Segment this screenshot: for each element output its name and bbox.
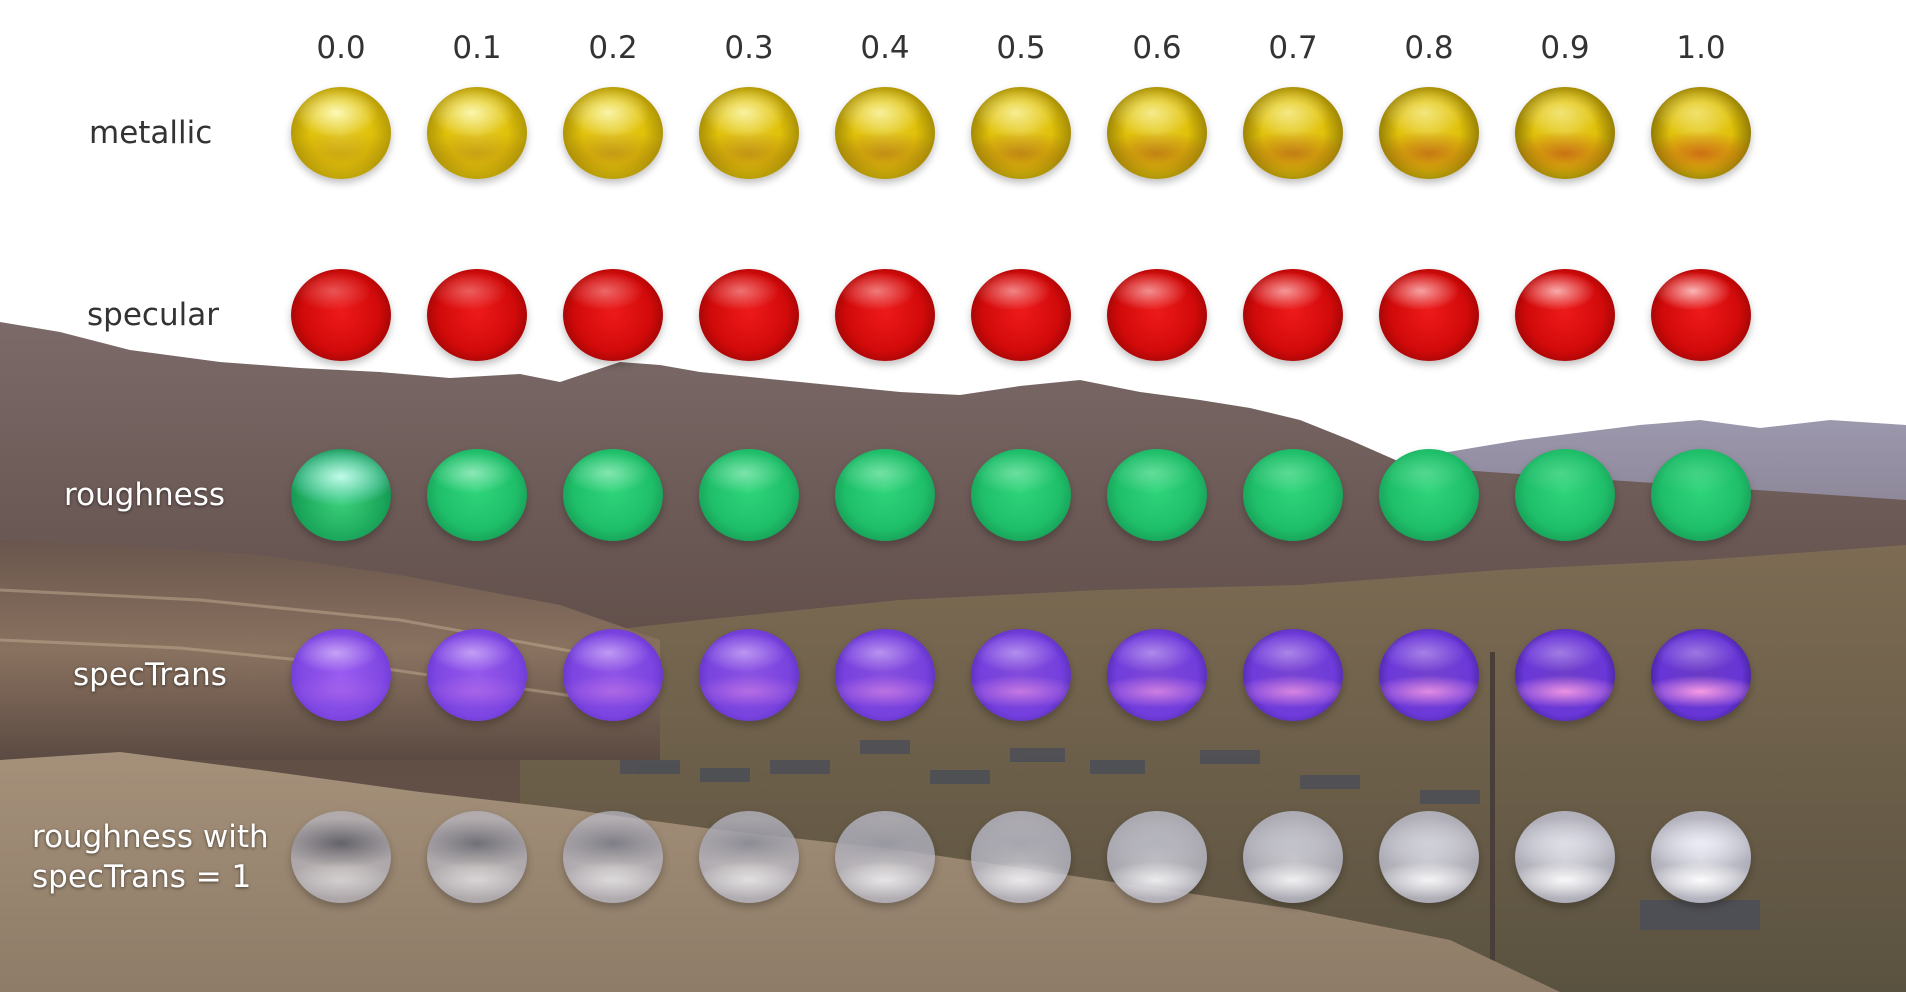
- sphere-roughness-spectrans-0-9: [1515, 811, 1615, 903]
- sphere-specTrans-0-5: [971, 629, 1071, 721]
- sphere-metallic-0-0: [291, 87, 391, 179]
- sphere-specular-0-0: [291, 269, 391, 361]
- column-header-1-0: 1.0: [1676, 30, 1726, 66]
- sphere-specTrans-0-0: [291, 629, 391, 721]
- sphere-specTrans-0-8: [1379, 629, 1479, 721]
- sphere-roughness-0-8: [1379, 449, 1479, 541]
- sphere-roughness-1-0: [1651, 449, 1751, 541]
- row-label-specTrans: specTrans: [73, 657, 227, 693]
- column-header-0-5: 0.5: [996, 30, 1046, 66]
- sphere-metallic-0-4: [835, 87, 935, 179]
- sphere-metallic-0-9: [1515, 87, 1615, 179]
- sphere-roughness-0-9: [1515, 449, 1615, 541]
- sphere-metallic-1-0: [1651, 87, 1751, 179]
- sphere-metallic-0-2: [563, 87, 663, 179]
- sphere-specular-0-6: [1107, 269, 1207, 361]
- column-header-0-9: 0.9: [1540, 30, 1590, 66]
- sphere-roughness-spectrans-0-1: [427, 811, 527, 903]
- column-header-0-8: 0.8: [1404, 30, 1454, 66]
- sphere-specTrans-1-0: [1651, 629, 1751, 721]
- row-label-roughness: roughness: [64, 477, 226, 513]
- column-header-0-0: 0.0: [316, 30, 366, 66]
- sphere-specular-0-9: [1515, 269, 1615, 361]
- sphere-metallic-0-5: [971, 87, 1071, 179]
- sphere-roughness-spectrans-0-0: [291, 811, 391, 903]
- sphere-metallic-0-8: [1379, 87, 1479, 179]
- sphere-roughness-spectrans-1-0: [1651, 811, 1751, 903]
- sphere-metallic-0-1: [427, 87, 527, 179]
- column-header-0-1: 0.1: [452, 30, 502, 66]
- sphere-roughness-spectrans-0-6: [1107, 811, 1207, 903]
- sphere-metallic-0-7: [1243, 87, 1343, 179]
- sphere-specTrans-0-6: [1107, 629, 1207, 721]
- sphere-specular-0-7: [1243, 269, 1343, 361]
- sphere-roughness-spectrans-0-3: [699, 811, 799, 903]
- sphere-specTrans-0-4: [835, 629, 935, 721]
- sphere-roughness-spectrans-0-4: [835, 811, 935, 903]
- sphere-metallic-0-6: [1107, 87, 1207, 179]
- column-header-0-4: 0.4: [860, 30, 910, 66]
- sphere-roughness-0-6: [1107, 449, 1207, 541]
- sphere-specTrans-0-3: [699, 629, 799, 721]
- sphere-roughness-spectrans-0-8: [1379, 811, 1479, 903]
- sphere-roughness-0-3: [699, 449, 799, 541]
- column-header-0-3: 0.3: [724, 30, 774, 66]
- sphere-specular-0-4: [835, 269, 935, 361]
- sphere-specular-0-5: [971, 269, 1071, 361]
- sphere-specTrans-0-7: [1243, 629, 1343, 721]
- sphere-specular-0-2: [563, 269, 663, 361]
- sphere-specular-0-8: [1379, 269, 1479, 361]
- sphere-roughness-0-4: [835, 449, 935, 541]
- sphere-metallic-0-3: [699, 87, 799, 179]
- sphere-specTrans-0-1: [427, 629, 527, 721]
- sphere-specular-0-1: [427, 269, 527, 361]
- sphere-roughness-0-7: [1243, 449, 1343, 541]
- sphere-roughness-spectrans-0-5: [971, 811, 1071, 903]
- sphere-roughness-spectrans-0-2: [563, 811, 663, 903]
- row-label-metallic: metallic: [89, 115, 213, 151]
- sphere-specTrans-0-2: [563, 629, 663, 721]
- sphere-roughness-0-1: [427, 449, 527, 541]
- sphere-specular-1-0: [1651, 269, 1751, 361]
- column-header-0-6: 0.6: [1132, 30, 1182, 66]
- sphere-roughness-0-0: [291, 449, 391, 541]
- sphere-specTrans-0-9: [1515, 629, 1615, 721]
- column-header-0-2: 0.2: [588, 30, 638, 66]
- column-header-0-7: 0.7: [1268, 30, 1318, 66]
- sphere-roughness-0-5: [971, 449, 1071, 541]
- sphere-roughness-0-2: [563, 449, 663, 541]
- row-label-specular: specular: [87, 297, 219, 333]
- sphere-roughness-spectrans-0-7: [1243, 811, 1343, 903]
- sphere-specular-0-3: [699, 269, 799, 361]
- row-label-roughness-spectrans: roughness with specTrans = 1: [32, 819, 269, 895]
